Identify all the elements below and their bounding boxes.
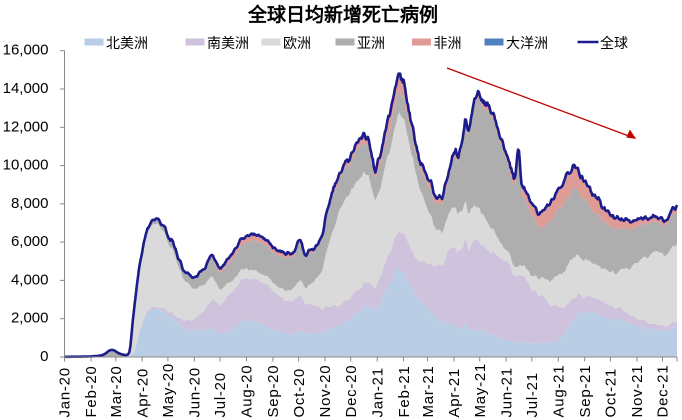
- svg-text:Jan-20: Jan-20: [57, 367, 74, 417]
- svg-text:Apr-20: Apr-20: [134, 368, 151, 418]
- svg-text:全球: 全球: [600, 35, 628, 51]
- svg-text:Sep-20: Sep-20: [265, 365, 282, 418]
- svg-text:Oct-21: Oct-21: [603, 368, 620, 418]
- svg-text:8,000: 8,000: [11, 195, 49, 212]
- svg-text:10,000: 10,000: [3, 157, 49, 174]
- svg-text:Jan-21: Jan-21: [369, 367, 386, 417]
- svg-text:Feb-21: Feb-21: [396, 365, 413, 417]
- svg-text:Aug-20: Aug-20: [239, 365, 256, 418]
- svg-text:Jul-20: Jul-20: [212, 372, 229, 417]
- svg-text:Mar-21: Mar-21: [420, 365, 437, 417]
- svg-text:大洋洲: 大洋洲: [506, 35, 548, 51]
- svg-text:欧洲: 欧洲: [283, 35, 311, 51]
- svg-text:亚洲: 亚洲: [357, 35, 385, 51]
- svg-text:Mar-20: Mar-20: [108, 365, 125, 417]
- svg-text:Jul-21: Jul-21: [524, 372, 541, 417]
- svg-text:14,000: 14,000: [3, 80, 49, 97]
- svg-text:4,000: 4,000: [11, 271, 49, 288]
- svg-text:Aug-21: Aug-21: [551, 365, 568, 418]
- svg-text:12,000: 12,000: [3, 118, 49, 135]
- svg-text:0: 0: [40, 348, 48, 365]
- svg-text:Sep-21: Sep-21: [577, 365, 594, 418]
- svg-text:北美洲: 北美洲: [106, 35, 148, 51]
- svg-text:16,000: 16,000: [3, 42, 49, 59]
- svg-text:6,000: 6,000: [11, 233, 49, 250]
- svg-text:Feb-20: Feb-20: [83, 365, 100, 417]
- svg-text:Nov-20: Nov-20: [317, 365, 334, 418]
- svg-text:Nov-21: Nov-21: [629, 365, 646, 418]
- svg-text:Dec-20: Dec-20: [343, 365, 360, 418]
- svg-text:南美洲: 南美洲: [207, 35, 249, 51]
- svg-text:Jun-21: Jun-21: [498, 367, 515, 417]
- svg-text:May-21: May-21: [472, 363, 489, 418]
- svg-text:非洲: 非洲: [434, 35, 462, 51]
- svg-text:全球日均新增死亡病例: 全球日均新增死亡病例: [247, 3, 438, 26]
- svg-text:2,000: 2,000: [11, 310, 49, 327]
- svg-text:Dec-21: Dec-21: [655, 365, 672, 418]
- svg-text:Jun-20: Jun-20: [187, 367, 204, 417]
- svg-text:Apr-21: Apr-21: [446, 368, 463, 418]
- svg-text:May-20: May-20: [160, 363, 177, 418]
- svg-text:Oct-20: Oct-20: [291, 368, 308, 418]
